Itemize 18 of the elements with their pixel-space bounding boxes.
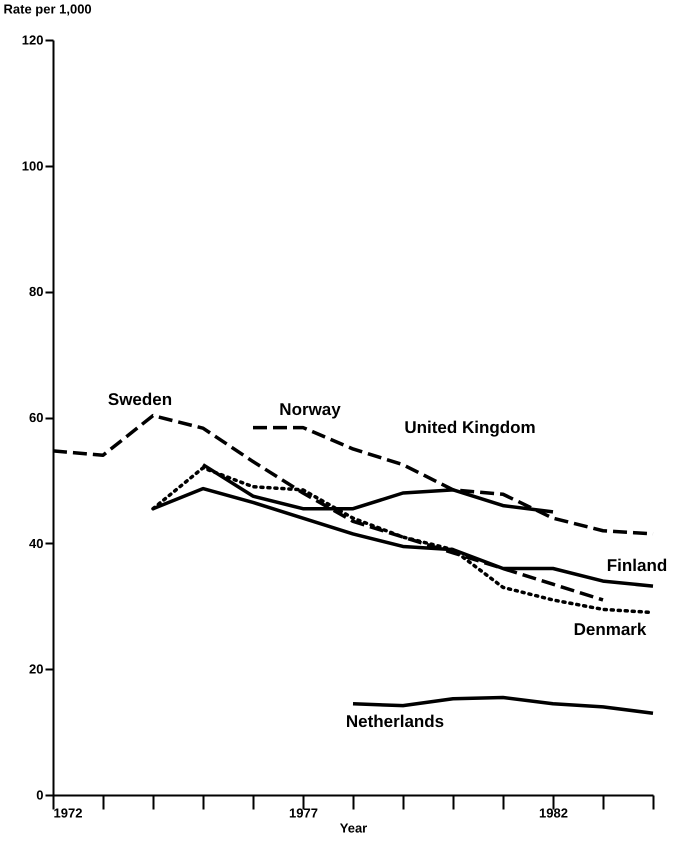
y-tick-label: 100 — [22, 158, 44, 174]
x-tick-label: 1982 — [539, 806, 568, 820]
y-tick-label: 120 — [22, 32, 44, 48]
annotation: United Kingdom — [404, 418, 536, 437]
y-tick-label: 40 — [29, 536, 44, 551]
y-tick-label: 0 — [36, 788, 44, 802]
y-tick-label: 60 — [29, 410, 44, 425]
x-axis-title: Year — [340, 820, 368, 836]
annotation: Finland — [606, 556, 668, 575]
y-tick-label: 20 — [29, 662, 44, 677]
y-tick-label: 80 — [29, 284, 44, 300]
annotation: Sweden — [108, 390, 172, 409]
annotation: Netherlands — [346, 712, 444, 731]
x-tick-label: 1977 — [289, 806, 318, 820]
annotation: Norway — [279, 400, 342, 419]
annotation: Denmark — [574, 620, 647, 639]
y-axis-title: Rate per 1,000 — [4, 2, 92, 16]
x-tick-label: 1972 — [54, 806, 82, 820]
